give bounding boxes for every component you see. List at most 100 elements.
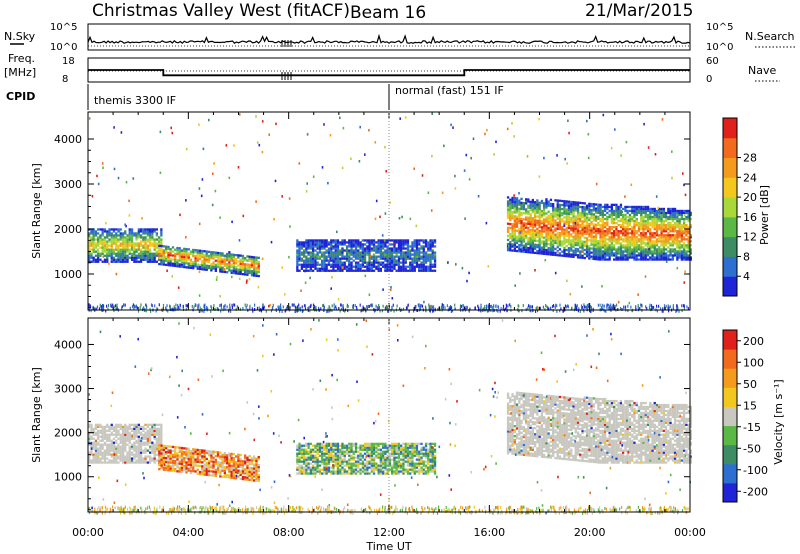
range-cell — [187, 258, 190, 261]
nave-tick-top: 60 — [706, 56, 719, 67]
near-range-noise — [96, 305, 99, 309]
range-cell — [588, 239, 591, 242]
range-cell — [137, 248, 140, 251]
range-cell — [133, 433, 136, 436]
range-cell — [518, 221, 521, 225]
range-cell — [547, 226, 550, 230]
range-cell — [689, 258, 692, 261]
range-cell — [106, 449, 109, 452]
range-cell — [165, 257, 168, 260]
range-cell — [110, 459, 113, 462]
range-cell — [128, 250, 131, 253]
range-cell — [520, 234, 523, 237]
range-cell — [382, 257, 385, 260]
range-cell — [581, 206, 584, 209]
nsearch-label: N.Search — [745, 30, 795, 43]
range-cell — [203, 266, 206, 269]
range-cell — [678, 234, 681, 237]
range-cell — [520, 197, 523, 200]
range-cell — [599, 217, 602, 221]
range-cell — [556, 246, 559, 249]
range-cell — [624, 215, 627, 219]
range-cell — [221, 266, 224, 269]
range-cell — [99, 461, 102, 464]
range-cell — [570, 212, 573, 216]
range-cell — [130, 443, 134, 446]
range-cell — [402, 251, 405, 254]
range-cell — [610, 209, 613, 213]
range-cell — [151, 258, 154, 261]
range-cell — [99, 246, 102, 249]
range-cell — [527, 247, 530, 250]
noise-point — [566, 279, 568, 283]
range-cell — [572, 207, 575, 210]
range-cell — [133, 244, 136, 247]
range-cell — [94, 234, 98, 237]
range-cell — [540, 234, 544, 237]
range-cell — [685, 232, 688, 235]
range-cell — [576, 219, 580, 222]
range-cell — [518, 211, 521, 214]
range-cell — [626, 238, 629, 241]
range-cell — [552, 251, 555, 254]
range-cell — [624, 213, 627, 217]
range-cell — [655, 219, 659, 223]
range-cell — [124, 429, 127, 432]
range-cell — [549, 239, 553, 242]
range-cell — [637, 254, 641, 257]
noise-point — [288, 197, 291, 200]
range-cell — [547, 214, 550, 217]
range-cell — [121, 429, 125, 432]
range-cell — [345, 241, 349, 244]
range-cell — [529, 214, 532, 218]
range-cell — [594, 249, 598, 253]
range-cell — [248, 269, 251, 273]
range-cell — [357, 249, 360, 252]
range-cell — [678, 226, 681, 229]
range-cell — [368, 269, 371, 272]
noise-point — [447, 261, 449, 264]
near-range-noise — [396, 304, 398, 308]
range-cell — [615, 226, 618, 229]
range-cell — [133, 427, 136, 430]
range-cell — [146, 246, 149, 249]
range-cell — [610, 240, 613, 243]
range-cell — [185, 252, 188, 255]
range-cell — [92, 240, 95, 243]
range-cell — [527, 240, 530, 244]
near-range-noise — [186, 304, 188, 308]
range-cell — [183, 253, 186, 257]
range-cell — [637, 246, 641, 249]
near-range-noise — [307, 307, 309, 310]
range-cell — [522, 248, 525, 251]
range-cell — [581, 208, 584, 211]
range-cell — [633, 254, 636, 257]
noise-point — [409, 217, 412, 221]
range-cell — [382, 263, 385, 266]
range-cell — [350, 243, 353, 246]
range-cell — [522, 202, 525, 205]
range-cell — [664, 244, 668, 247]
near-range-noise — [301, 305, 303, 309]
range-cell — [169, 260, 172, 263]
near-range-noise — [681, 304, 683, 308]
noise-point — [198, 187, 201, 190]
range-cell — [567, 241, 571, 244]
range-cell — [409, 255, 412, 258]
range-cell — [323, 251, 326, 254]
range-cell — [545, 204, 548, 207]
range-cell — [585, 255, 589, 258]
range-cell — [108, 230, 111, 233]
range-cell — [307, 265, 310, 268]
range-cell — [124, 449, 127, 452]
range-cell — [372, 239, 376, 242]
range-cell — [583, 256, 586, 260]
noise-point — [423, 300, 425, 304]
range-cell — [673, 230, 677, 233]
range-cell — [223, 264, 226, 268]
range-cell — [339, 265, 342, 268]
range-cell — [515, 205, 519, 208]
range-cell — [669, 252, 672, 255]
range-cell — [594, 247, 598, 251]
range-cell — [341, 243, 344, 246]
